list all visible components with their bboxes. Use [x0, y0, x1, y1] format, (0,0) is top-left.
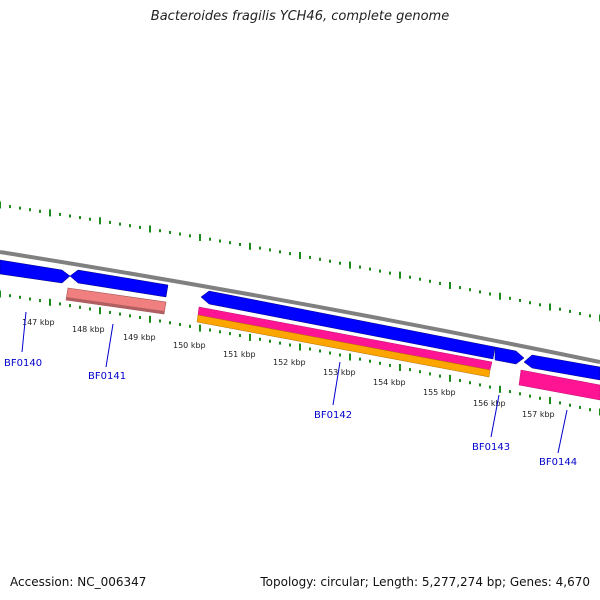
gene-feature-bf0142[interactable]	[200, 290, 496, 360]
outer-tick-ring	[0, 201, 600, 322]
rna-feature-bf0141-shadow	[66, 297, 164, 314]
gene-feature-bf0143[interactable]	[494, 346, 525, 365]
scale-label: 155 kbp	[423, 388, 456, 397]
scale-label: 150 kbp	[173, 341, 206, 350]
gene-leaders	[21, 311, 568, 454]
gene-leader-bf0144	[557, 409, 568, 454]
feature-bf0142-orange[interactable]	[196, 314, 491, 378]
scale-label: 148 kbp	[72, 325, 105, 334]
gene-label-bf0143[interactable]: BF0143	[472, 442, 510, 453]
gene-feature-bf0144[interactable]	[523, 354, 600, 381]
scale-label: 151 kbp	[223, 350, 256, 359]
scale-label: 147 kbp	[22, 318, 55, 327]
gene-label-bf0141[interactable]: BF0141	[88, 371, 126, 382]
genome-backbone	[0, 250, 600, 364]
accession-text: Accession: NC_006347	[10, 575, 147, 589]
feature-bf0144-pink[interactable]	[518, 369, 600, 401]
scale-label: 157 kbp	[522, 410, 555, 419]
gene-leader-bf0141	[105, 323, 114, 368]
gene-label-bf0144[interactable]: BF0144	[539, 457, 577, 468]
map-title: Bacteroides fragilis YCH46, complete gen…	[150, 9, 450, 24]
gene-leader-bf0140	[21, 311, 27, 353]
cds-track	[0, 259, 600, 381]
gene-leader-bf0142	[332, 361, 341, 406]
scale-label: 149 kbp	[123, 333, 156, 342]
gene-feature-bf0141[interactable]	[69, 269, 169, 298]
scale-label: 156 kbp	[473, 399, 506, 408]
scale-label: 153 kbp	[323, 368, 356, 377]
scale-label: 154 kbp	[373, 378, 406, 387]
gene-leader-bf0143	[490, 394, 500, 438]
genome-summary-text: Topology: circular; Length: 5,277,274 bp…	[260, 575, 590, 589]
scale-label: 152 kbp	[273, 358, 306, 367]
scale-tick-ring	[0, 290, 600, 416]
scale-labels: 147 kbp 148 kbp 149 kbp 150 kbp 151 kbp …	[22, 318, 555, 419]
gene-feature-bf0140[interactable]	[0, 259, 71, 284]
gene-label-bf0142[interactable]: BF0142	[314, 410, 352, 421]
gene-labels: BF0140 BF0141 BF0142 BF0143 BF0144	[4, 358, 577, 468]
gene-label-bf0140[interactable]: BF0140	[4, 358, 42, 369]
